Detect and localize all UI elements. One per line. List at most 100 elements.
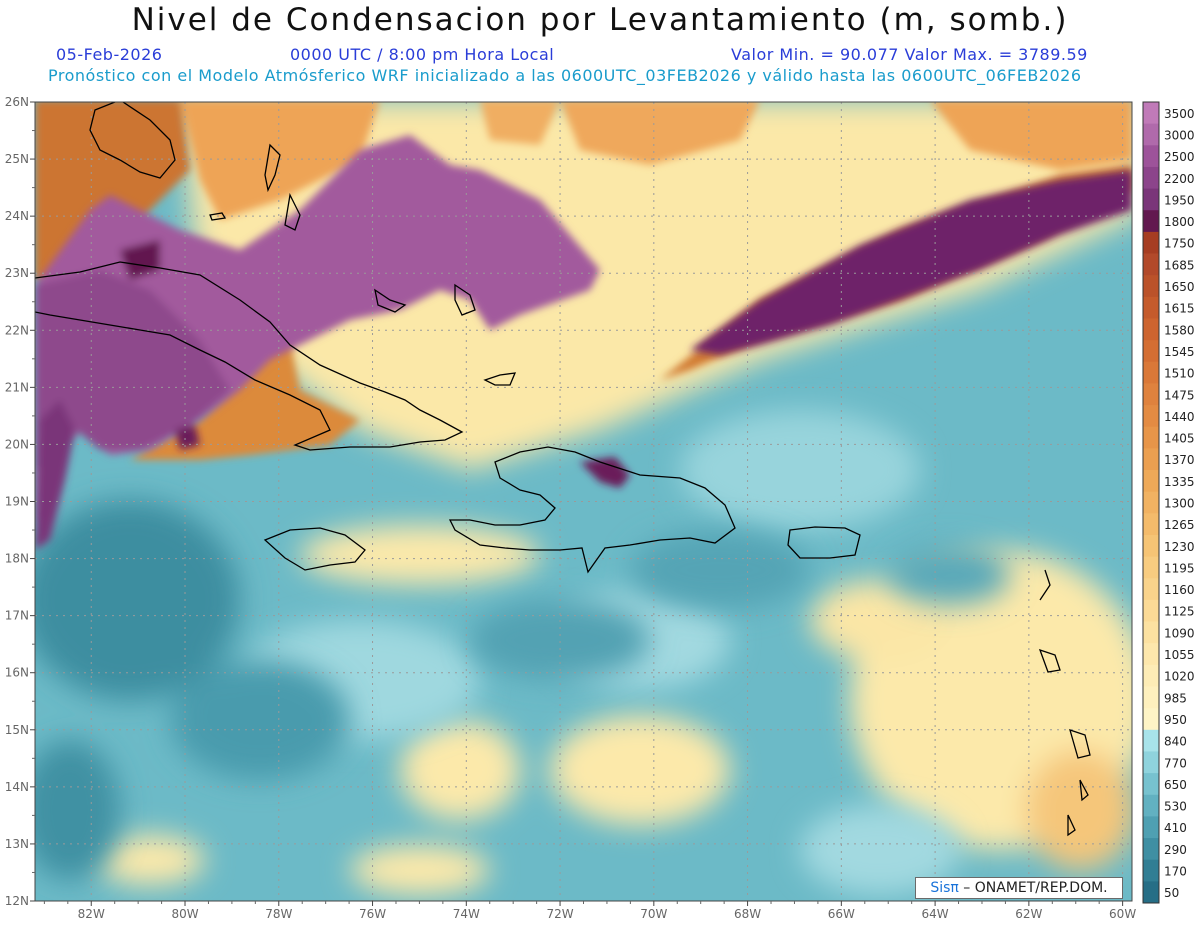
legend-label: 1950: [1164, 193, 1195, 207]
legend-swatch: [1143, 859, 1159, 882]
legend-swatch: [1143, 448, 1159, 471]
lat-label: 17N: [5, 609, 29, 623]
legend-swatch: [1143, 426, 1159, 449]
coast-lesser-antilles: [1038, 569, 1091, 837]
legend-swatch: [1143, 253, 1159, 276]
legend-swatch: [1143, 664, 1159, 687]
legend-label: 1750: [1164, 237, 1195, 251]
legend-label: 1055: [1164, 648, 1195, 662]
legend-swatch: [1143, 166, 1159, 189]
lat-label: 24N: [5, 209, 29, 223]
lon-label: 66W: [828, 907, 855, 921]
legend-swatch: [1143, 881, 1159, 904]
color-legend: 3500 3000 2500 2200 1950 1800 1750 1685 1650 1615…: [1142, 101, 1195, 904]
legend-label: 410: [1164, 821, 1187, 835]
lat-label: 20N: [5, 437, 29, 451]
coast-jamaica: [263, 527, 366, 571]
legend-swatch: [1143, 838, 1159, 861]
legend-swatch: [1143, 708, 1159, 731]
shaded-field: [35, 102, 1132, 901]
legend-label: 50: [1164, 886, 1179, 900]
legend-swatch: [1143, 643, 1159, 666]
longitude-axis: 82W 80W 78W 76W 74W 72W 70W 68W 66W 64W 62W 60W: [43, 901, 1136, 921]
legend-label: 1125: [1164, 605, 1195, 619]
lat-label: 26N: [5, 95, 29, 109]
coast-cayman: [209, 212, 227, 221]
legend-swatch: [1143, 491, 1159, 514]
coast-bahamas-3: [374, 288, 407, 313]
lon-label: 82W: [78, 907, 105, 921]
lat-label: 25N: [5, 152, 29, 166]
legend-swatch: [1143, 102, 1159, 125]
legend-label: 2500: [1164, 150, 1195, 164]
lon-label: 68W: [734, 907, 761, 921]
lon-label: 72W: [546, 907, 573, 921]
legend-label: 1160: [1164, 583, 1195, 597]
legend-label: 985: [1164, 691, 1187, 705]
lon-label: 74W: [453, 907, 480, 921]
legend-swatch: [1143, 361, 1159, 384]
lat-label: 23N: [5, 266, 29, 280]
legend-swatch: [1143, 296, 1159, 319]
lat-label: 15N: [5, 723, 29, 737]
legend-swatch: [1143, 794, 1159, 817]
sispi-brand: Sisπ: [930, 880, 959, 896]
lat-lon-grid: [35, 102, 1132, 901]
coast-florida: [89, 102, 176, 179]
legend-label: 1370: [1164, 453, 1195, 467]
legend-label: 3500: [1164, 107, 1195, 121]
legend-label: 1800: [1164, 215, 1195, 229]
legend-label: 1615: [1164, 302, 1195, 316]
legend-swatch: [1143, 383, 1159, 406]
lon-label: 70W: [640, 907, 667, 921]
legend-label: 770: [1164, 756, 1187, 770]
legend-label: 1475: [1164, 388, 1195, 402]
forecast-date: 05-Feb-2026: [56, 45, 163, 64]
legend-label: 1510: [1164, 367, 1195, 381]
legend-label: 1265: [1164, 518, 1195, 532]
legend-swatch: [1143, 556, 1159, 579]
legend-swatch: [1143, 231, 1159, 254]
legend-swatch: [1143, 145, 1159, 168]
legend-swatch: [1143, 470, 1159, 493]
lat-label: 12N: [5, 894, 29, 908]
coast-bahamas-1: [264, 143, 281, 193]
forecast-time: 0000 UTC / 8:00 pm Hora Local: [290, 45, 555, 64]
map-title: Nivel de Condensacion por Levantamiento …: [131, 2, 1069, 38]
onamet-credit: – ONAMET/REP.DOM.: [958, 880, 1108, 896]
legend-label: 1335: [1164, 475, 1195, 489]
legend-swatch: [1143, 513, 1159, 536]
lon-label: 60W: [1109, 907, 1136, 921]
legend-swatch: [1143, 405, 1159, 428]
legend-label: 1405: [1164, 432, 1195, 446]
lon-label: 80W: [171, 907, 198, 921]
footer-credit: Sisπ – ONAMET/REP.DOM.: [915, 877, 1123, 899]
lon-label: 78W: [265, 907, 292, 921]
legend-swatch: [1143, 729, 1159, 752]
lat-label: 19N: [5, 495, 29, 509]
legend-label: 950: [1164, 713, 1187, 727]
lat-label: 22N: [5, 323, 29, 337]
coast-puerto-rico: [787, 526, 861, 559]
legend-swatch: [1143, 340, 1159, 363]
legend-swatch: [1143, 686, 1159, 709]
legend-swatch: [1143, 188, 1159, 211]
legend-swatch: [1143, 816, 1159, 839]
legend-label: 530: [1164, 800, 1187, 814]
coast-bahamas-4: [454, 283, 476, 316]
lat-label: 18N: [5, 552, 29, 566]
legend-swatch: [1143, 534, 1159, 558]
legend-label: 170: [1164, 865, 1187, 879]
lat-label: 16N: [5, 666, 29, 680]
legend-label: 1195: [1164, 561, 1195, 575]
low-lcl-patches: [35, 500, 1010, 880]
coast-bahamas-2: [284, 192, 301, 231]
lat-label: 13N: [5, 837, 29, 851]
min-max-values: Valor Min. = 90.077 Valor Max. = 3789.59: [731, 45, 1088, 64]
lon-label: 64W: [922, 907, 949, 921]
legend-swatch: [1143, 275, 1159, 298]
legend-frame: [1142, 101, 1160, 904]
coast-cuba: [35, 261, 464, 451]
legend-swatch: [1143, 599, 1159, 622]
legend-swatch: [1143, 210, 1159, 233]
